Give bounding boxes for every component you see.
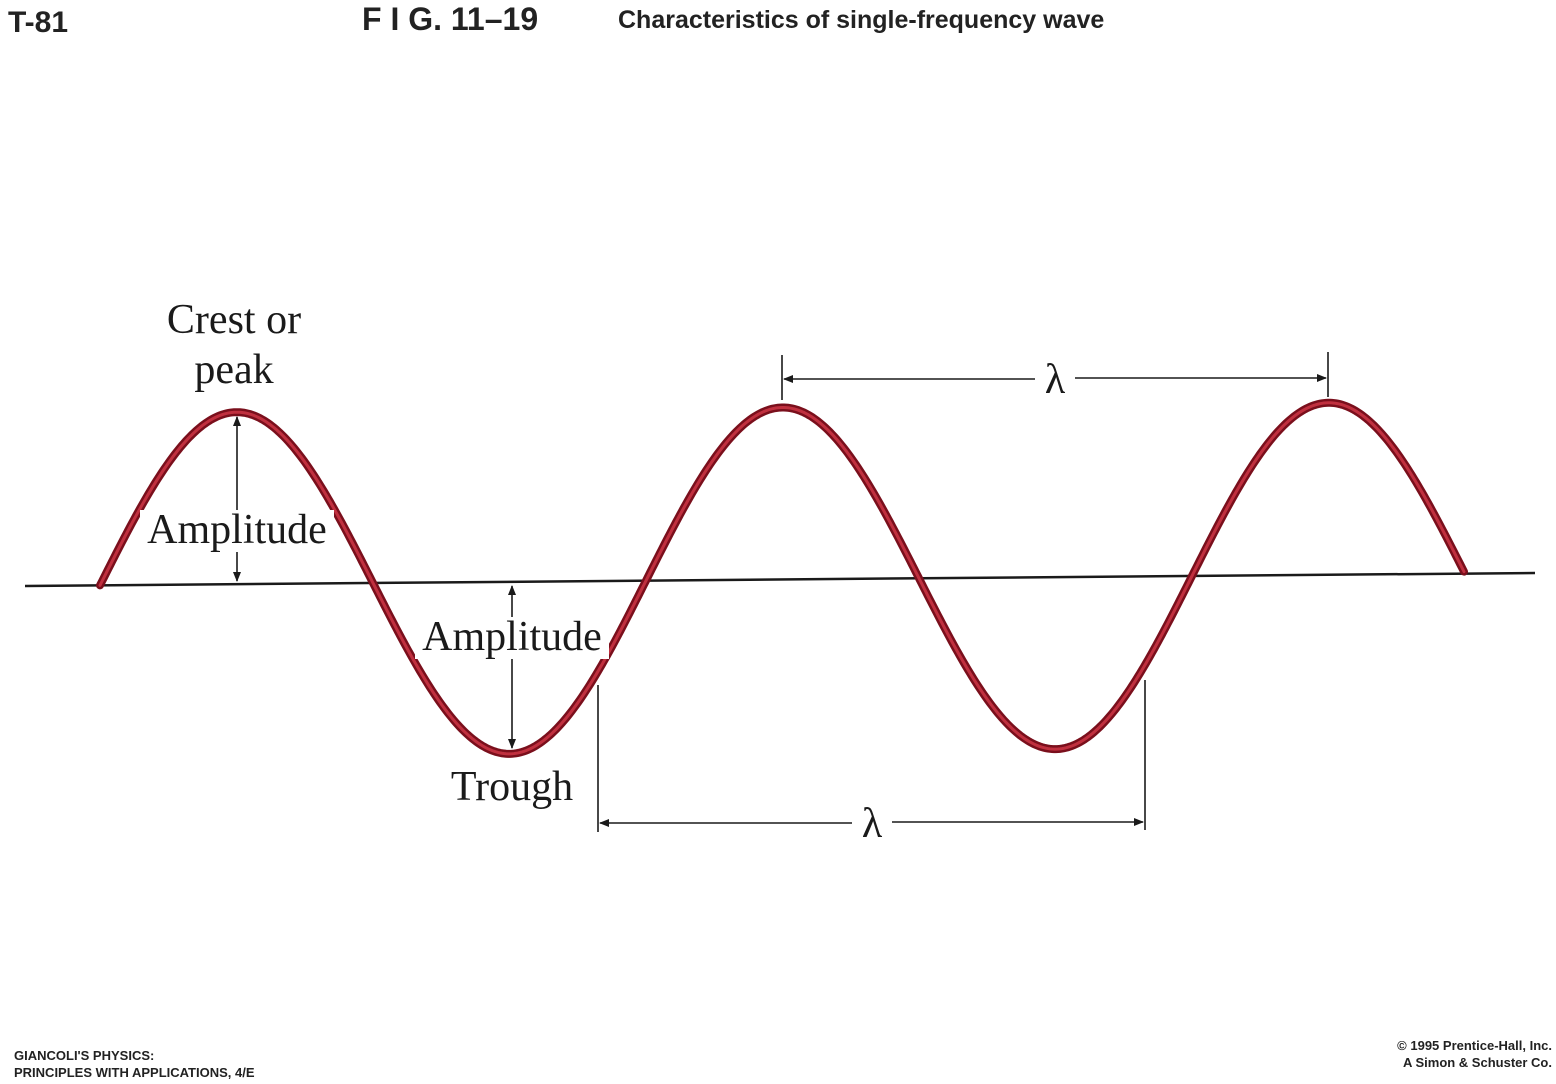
wavelength-label: λ — [1045, 357, 1066, 403]
label-background — [140, 510, 334, 552]
crest-label: peak — [194, 347, 273, 393]
crest-label: Crest or — [167, 297, 301, 343]
trough-label: Trough — [451, 764, 573, 810]
figure-caption: Characteristics of single-frequency wave — [618, 6, 1104, 34]
amplitude-label: Amplitude — [422, 614, 602, 660]
label-background — [415, 617, 609, 659]
footer-text: A Simon & Schuster Co. — [1403, 1055, 1552, 1070]
amplitude-label: Amplitude — [147, 507, 327, 553]
plate-number: T-81 — [8, 6, 68, 39]
footer-text: GIANCOLI'S PHYSICS: — [14, 1048, 154, 1063]
footer-text: PRINCIPLES WITH APPLICATIONS, 4/E — [14, 1065, 255, 1080]
wavelength-label: λ — [862, 801, 883, 847]
wave-highlight — [98, 401, 1466, 756]
equilibrium-line — [24, 571, 1536, 588]
footer-text: © 1995 Prentice-Hall, Inc. — [1397, 1038, 1552, 1053]
figure-number: F I G. 11–19 — [362, 1, 538, 37]
